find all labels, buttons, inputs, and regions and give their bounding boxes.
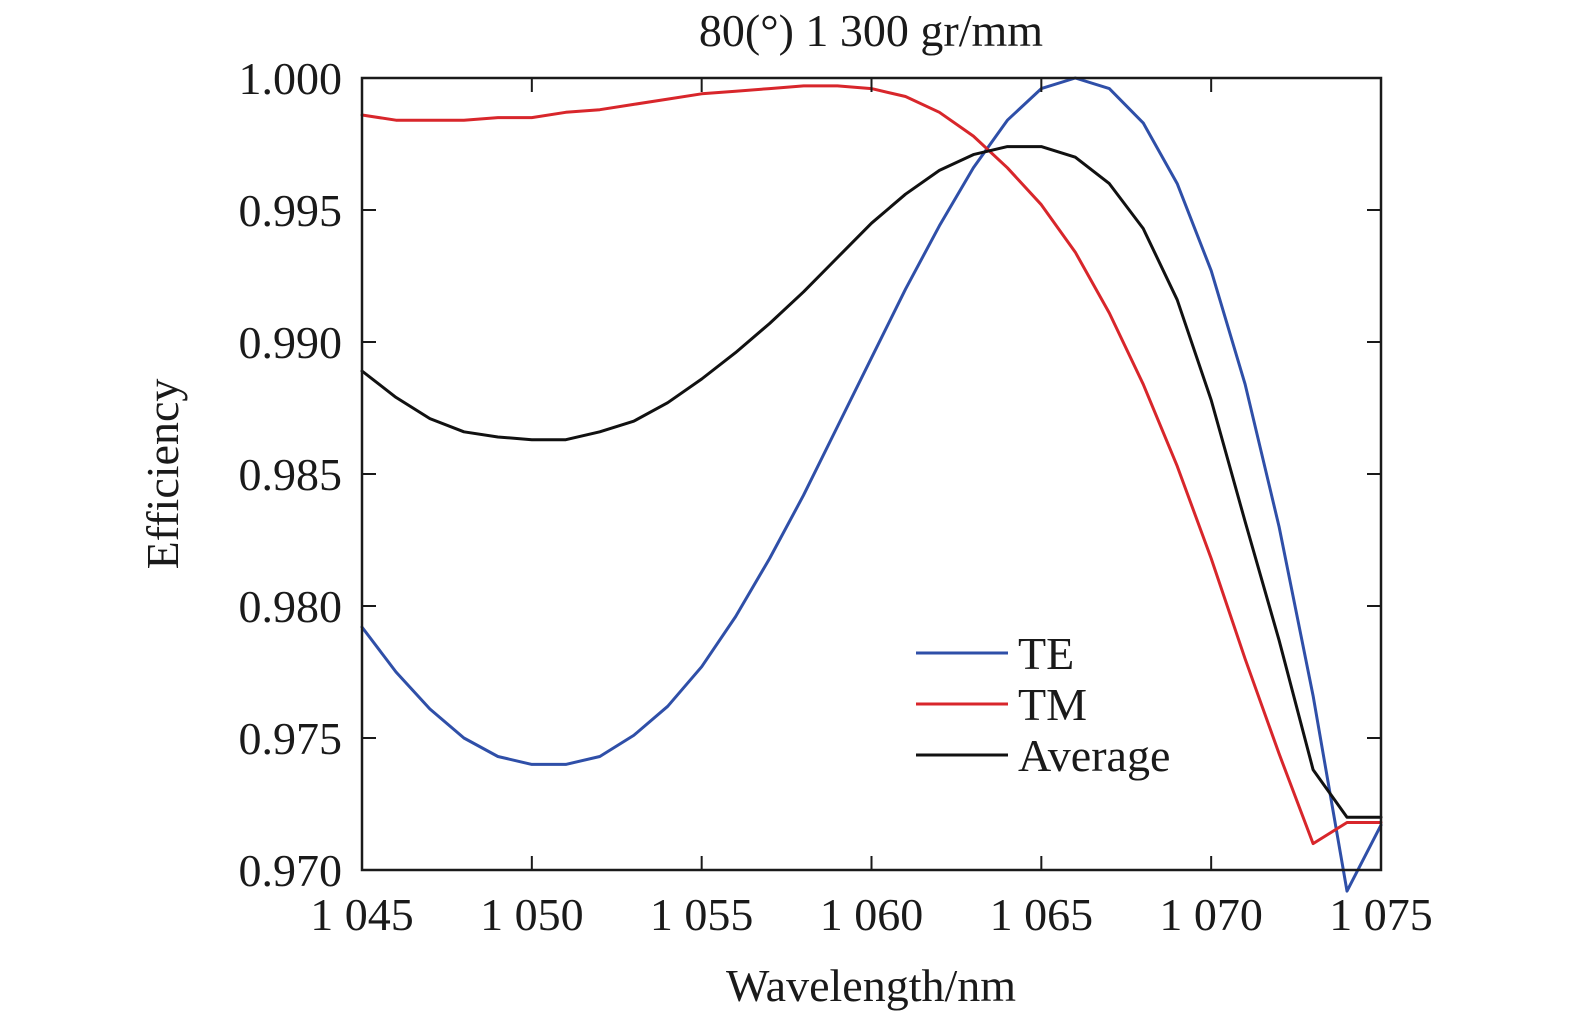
y-tick-label: 0.975 (239, 713, 343, 764)
legend-label-average: Average (1018, 730, 1170, 781)
y-axis-label: Efficiency (137, 379, 188, 570)
x-tick-label: 1 075 (1329, 889, 1433, 940)
series-line-te (360, 76, 1383, 893)
x-tick-label: 1 050 (480, 889, 584, 940)
y-tick-label: 0.985 (239, 449, 343, 500)
y-tick-label: 1.000 (239, 53, 343, 104)
series-line-average (360, 145, 1383, 819)
chart-title: 80(°) 1 300 gr/mm (699, 5, 1043, 56)
x-tick-label: 1 055 (650, 889, 754, 940)
y-tick-label: 0.990 (239, 317, 343, 368)
legend-label-te: TE (1018, 628, 1074, 679)
x-tick-label: 1 070 (1159, 889, 1263, 940)
y-tick-label: 0.970 (239, 845, 343, 896)
y-tick-label: 0.995 (239, 185, 343, 236)
series-layer (360, 76, 1383, 893)
x-tick-label: 1 065 (990, 889, 1094, 940)
x-tick-label: 1 045 (310, 889, 414, 940)
x-axis-label: Wavelength/nm (726, 960, 1016, 1011)
legend-label-tm: TM (1018, 679, 1087, 730)
x-tick-label: 1 060 (820, 889, 924, 940)
y-tick-label: 0.980 (239, 581, 343, 632)
plot-area-frame (360, 76, 1383, 872)
tick-layer: 1 045 1 050 1 055 1 060 1 065 1 070 1 075 0.970… (239, 53, 1433, 940)
